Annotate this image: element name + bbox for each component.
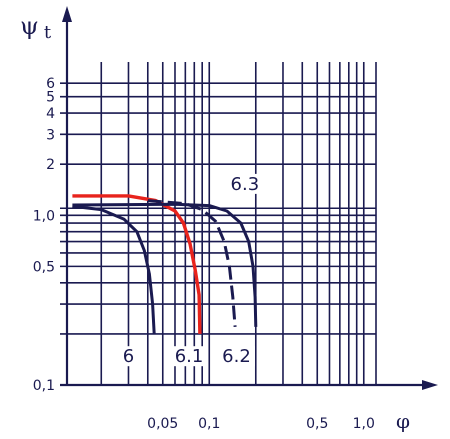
- curve-label-6-1: 6.1: [175, 346, 204, 367]
- x-axis-arrow: [422, 380, 438, 390]
- series-line-6: [72, 204, 156, 334]
- x-tick-label: 0,05: [147, 416, 178, 432]
- y-tick-label: 6: [46, 76, 55, 92]
- curve-label-6: 6: [123, 346, 134, 367]
- x-tick-label: 0,1: [198, 416, 220, 432]
- y-tick-label: 1,0: [33, 208, 55, 224]
- series-line-6-2: [147, 199, 237, 328]
- curve-label-bg: [226, 173, 264, 194]
- y-tick-label: 2: [46, 157, 55, 173]
- y-axis-arrow: [62, 6, 72, 22]
- curve-label-bg: [120, 346, 136, 367]
- y-tick-label: 4: [46, 106, 55, 122]
- series-line-6-1: [72, 194, 202, 334]
- axes: [60, 6, 438, 390]
- curve-label-bg: [217, 346, 255, 367]
- y-tick-label: 3: [46, 127, 55, 143]
- y-tick-label: 0,5: [33, 259, 55, 275]
- series-layer: [72, 194, 258, 334]
- series-line-6-3: [72, 202, 258, 327]
- curve-label-bg: [170, 346, 208, 367]
- curve-label-6-3: 6.3: [231, 174, 260, 195]
- y-tick-label: 0,1: [33, 378, 55, 394]
- x-tick-label: 0,5: [306, 416, 328, 432]
- grid: [60, 62, 377, 385]
- curve-label-6-2: 6.2: [222, 346, 251, 367]
- y-tick-label: 5: [46, 90, 55, 106]
- x-axis-label: φ: [396, 409, 410, 433]
- x-tick-label: 1,0: [353, 416, 375, 432]
